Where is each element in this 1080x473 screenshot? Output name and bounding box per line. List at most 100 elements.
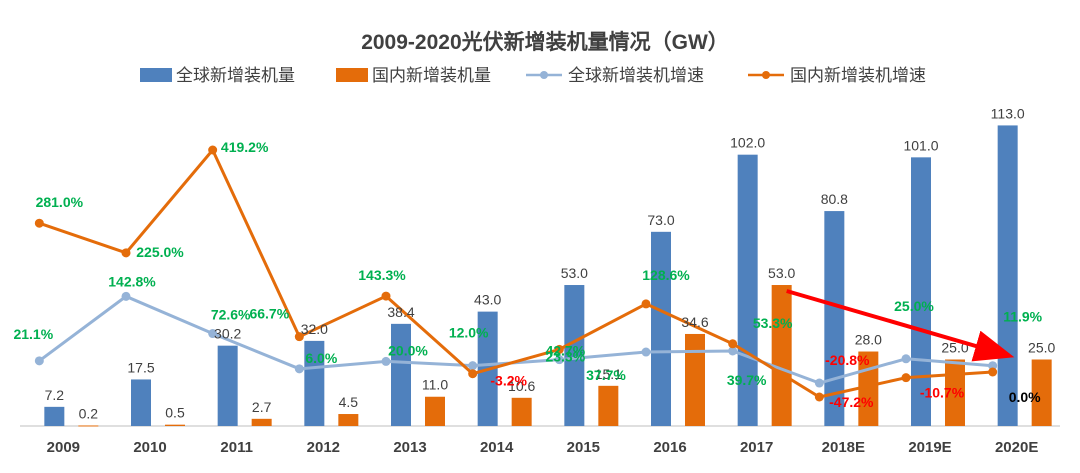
rate-label-global: 142.8% <box>108 273 156 289</box>
bar-label-global: 73.0 <box>647 212 674 228</box>
point-global-rate <box>901 354 911 364</box>
bar-label-domestic: 25.0 <box>1028 340 1055 356</box>
rate-label-domestic: -3.2% <box>490 373 527 389</box>
rate-label-domestic: 42.7% <box>545 342 585 358</box>
rate-label-global: 21.1% <box>13 326 53 342</box>
bar-global <box>44 406 65 426</box>
bar-label-domestic: 10.6 <box>508 378 535 394</box>
rate-label-domestic: 225.0% <box>136 244 184 260</box>
rate-label-global: 12.0% <box>449 325 489 341</box>
bar-label-domestic: 0.2 <box>79 405 99 421</box>
legend-label-1: 国内新增装机量 <box>372 66 491 85</box>
rate-label-domestic: 281.0% <box>36 194 84 210</box>
point-global-rate <box>34 356 44 366</box>
bar-label-global: 43.0 <box>474 292 501 308</box>
bar-domestic <box>511 397 532 426</box>
bar-label-global: 30.2 <box>214 326 241 342</box>
x-tick-label: 2012 <box>307 439 340 456</box>
x-tick-label: 2009 <box>47 439 80 456</box>
point-domestic-rate <box>554 344 564 354</box>
x-tick-label: 2015 <box>567 439 600 456</box>
bar-label-global: 38.4 <box>387 304 414 320</box>
point-domestic-rate <box>814 392 824 402</box>
rate-label-domestic: 66.7% <box>249 306 289 322</box>
x-tick-label: 2020E <box>995 439 1038 456</box>
point-global-rate <box>988 361 998 371</box>
bar-global <box>131 379 151 426</box>
point-domestic-rate <box>468 369 478 379</box>
bar-label-global: 17.5 <box>127 359 154 375</box>
bar-global <box>304 340 325 426</box>
x-tick-label: 2013 <box>393 439 426 456</box>
x-tick-label: 2011 <box>220 439 253 456</box>
legend-label-2: 全球新增装机增速 <box>568 66 704 85</box>
point-domestic-rate <box>901 373 911 383</box>
rate-label-global: -20.8% <box>825 352 870 368</box>
bar-domestic <box>338 414 359 426</box>
bar-global <box>824 211 845 426</box>
bar-label-domestic: 28.0 <box>855 332 882 348</box>
rate-label-domestic: 143.3% <box>358 267 406 283</box>
line-series <box>34 145 998 402</box>
bar-label-domestic: 15.1 <box>595 366 622 382</box>
data-labels: 7.2 0.2 17.5 0.5 30.2 2.7 32.0 4.5 38.4 11.0 43.0 1… <box>13 105 1055 421</box>
bar-global <box>997 125 1018 427</box>
bar-label-global: 102.0 <box>730 135 765 151</box>
point-global-rate <box>121 291 131 301</box>
rate-label-global: 39.7% <box>727 372 767 388</box>
point-global-rate <box>814 378 824 388</box>
bar-label-domestic: 53.0 <box>768 265 795 281</box>
bar-domestic <box>165 424 185 426</box>
point-global-rate <box>208 329 218 339</box>
point-global-rate <box>641 347 651 357</box>
x-tick-label: 2019E <box>908 439 951 456</box>
rate-label-global: 37.7% <box>586 367 626 383</box>
point-global-rate <box>554 355 564 365</box>
bar-domestic <box>1031 359 1052 426</box>
legend-label-3: 国内新增装机增速 <box>790 66 926 85</box>
x-tick-label: 2016 <box>653 439 686 456</box>
x-tick-label: 2017 <box>740 439 773 456</box>
point-domestic-rate <box>34 218 44 228</box>
point-domestic-rate <box>381 291 391 301</box>
legend-marker-2 <box>540 71 548 79</box>
bar-global <box>391 323 411 426</box>
point-global-rate <box>728 346 738 356</box>
trend-annotation <box>786 289 1015 362</box>
point-domestic-rate <box>988 367 998 377</box>
bar-label-global: 32.0 <box>301 321 328 337</box>
legend-label-0: 全球新增装机量 <box>176 66 295 85</box>
rate-label-global: 23.3% <box>545 349 585 365</box>
bar-label-global: 113.0 <box>991 105 1025 121</box>
bar-label-domestic: 34.6 <box>681 314 708 330</box>
line-domestic-rate <box>38 148 993 399</box>
bar-label-global: 101.0 <box>903 137 938 153</box>
point-global-rate <box>381 356 391 366</box>
bar-label-global: 80.8 <box>821 191 848 207</box>
rate-label-global: 20.0% <box>388 342 428 358</box>
point-domestic-rate <box>641 299 651 309</box>
bar-domestic <box>251 418 272 426</box>
bar-series <box>44 125 1052 427</box>
point-domestic-rate <box>728 339 738 349</box>
x-axis: 2009 2010 2011 2012 2013 2014 2015 2016 2017 2018… <box>20 425 1060 456</box>
rate-label-global: 11.9% <box>1003 309 1042 325</box>
bar-global <box>564 285 585 426</box>
point-global-rate <box>468 361 478 371</box>
chart-legend: 全球新增装机量 国内新增装机量 全球新增装机增速 国内新增装机增速 <box>140 66 926 85</box>
legend-swatch-1 <box>336 68 368 82</box>
rate-label-global: 25.0% <box>894 298 934 314</box>
bar-global <box>651 231 671 426</box>
point-domestic-rate <box>208 145 218 155</box>
legend-swatch-0 <box>140 68 172 82</box>
rate-label-domestic: 128.6% <box>642 267 690 283</box>
point-domestic-rate <box>121 248 131 258</box>
x-tick-label: 2014 <box>480 439 514 456</box>
x-tick-label: 2010 <box>133 439 166 456</box>
rate-label-domestic: -47.2% <box>829 394 874 410</box>
bar-label-domestic: 0.5 <box>165 405 185 421</box>
bar-domestic <box>771 285 792 426</box>
chart-title: 2009-2020光伏新增装机量情况（GW） <box>361 30 729 54</box>
